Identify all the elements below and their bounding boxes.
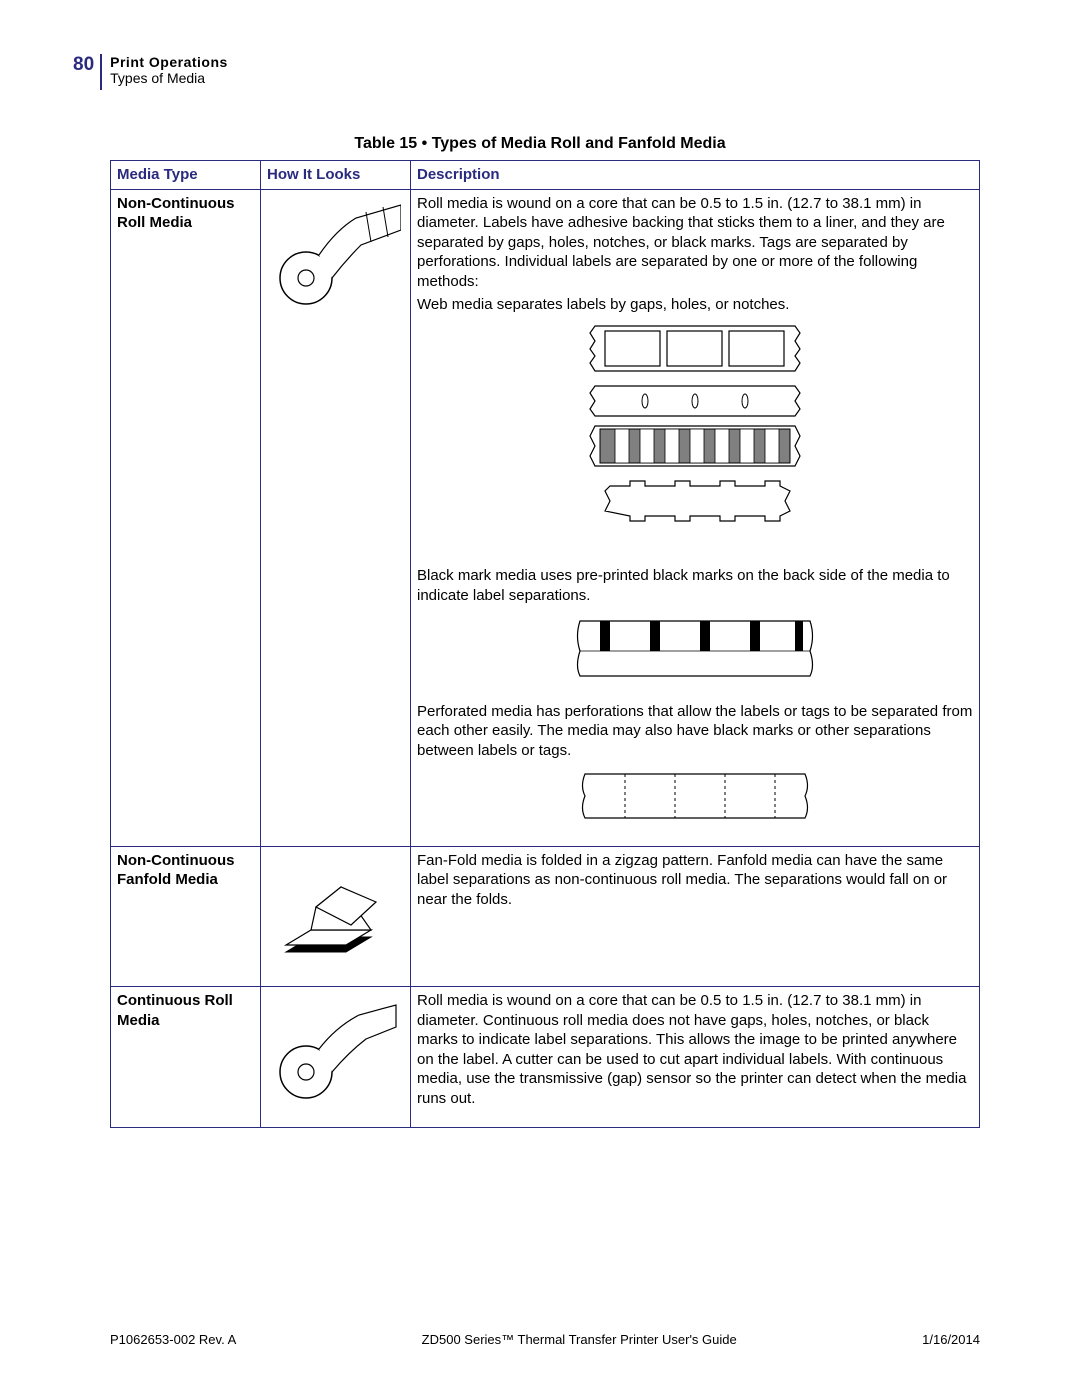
footer-left: P1062653-002 Rev. A [110, 1332, 236, 1347]
media-type-label: Continuous Roll Media [117, 992, 233, 1029]
desc-text: Fan-Fold media is folded in a zigzag pat… [417, 851, 973, 910]
footer-right: 1/16/2014 [922, 1332, 980, 1347]
table-title: Table 15 • Types of Media Roll and Fanfo… [0, 135, 1080, 153]
media-type-label: Non-Continuous Fanfold Media [117, 852, 234, 889]
table-row: Non-Continuous Fanfold Media Fan-Fold me… [111, 846, 980, 987]
page-footer: P1062653-002 Rev. A ZD500 Series™ Therma… [110, 1332, 980, 1347]
page-number: 80 [73, 54, 94, 76]
fanfold-icon [267, 857, 404, 973]
media-type-label: Non-Continuous Roll Media [117, 195, 234, 232]
media-table: Media Type How It Looks Description Non-… [110, 160, 980, 1128]
th-how-looks: How It Looks [261, 161, 411, 190]
continuous-roll-icon [267, 997, 404, 1113]
black-mark-media-icon [417, 611, 973, 692]
desc-text: Roll media is wound on a core that can b… [417, 194, 973, 292]
desc-text: Web media separates labels by gaps, hole… [417, 295, 973, 315]
header-text-block: Print Operations Types of Media [110, 54, 228, 86]
footer-center: ZD500 Series™ Thermal Transfer Printer U… [422, 1332, 737, 1347]
perforated-media-icon [417, 766, 973, 832]
header-divider [100, 54, 102, 90]
desc-text: Black mark media uses pre-printed black … [417, 566, 973, 605]
desc-text: Roll media is wound on a core that can b… [417, 991, 973, 1108]
table-row: Non-Continuous Roll Media Roll media is … [111, 189, 980, 846]
page-header: 80 Print Operations Types of Media [73, 54, 228, 90]
header-section: Print Operations [110, 54, 228, 70]
th-media-type: Media Type [111, 161, 261, 190]
web-media-icon [417, 321, 973, 557]
table-row: Continuous Roll Media Roll media is woun… [111, 987, 980, 1128]
th-description: Description [411, 161, 980, 190]
roll-labels-icon [267, 200, 404, 316]
header-subsection: Types of Media [110, 70, 228, 86]
desc-text: Perforated media has perforations that a… [417, 702, 973, 761]
table-header-row: Media Type How It Looks Description [111, 161, 980, 190]
